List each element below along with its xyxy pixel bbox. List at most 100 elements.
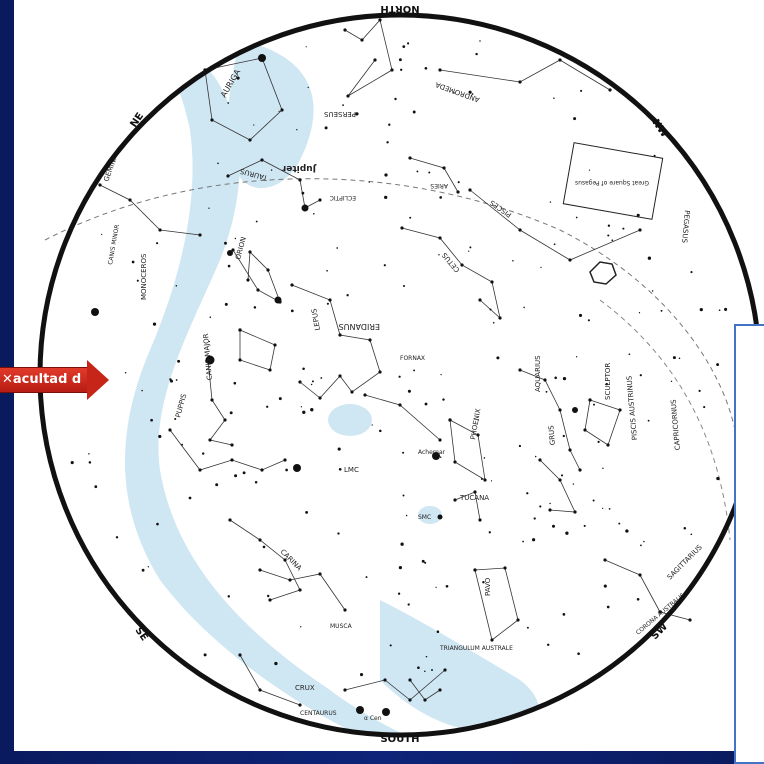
figure-star-22-3 (443, 668, 447, 672)
figure-star-22-2 (408, 698, 412, 702)
arrow-head-icon (87, 360, 110, 400)
star-166 (457, 181, 460, 184)
star-214 (156, 242, 159, 245)
star-83 (233, 381, 237, 385)
star-179 (488, 531, 491, 534)
star-27 (593, 403, 595, 406)
figure-star-21-3 (688, 618, 692, 622)
star-177 (522, 540, 524, 543)
star-160 (578, 313, 583, 317)
star-185 (124, 372, 127, 374)
star-75 (397, 592, 401, 595)
figure-star-6-1 (518, 228, 522, 232)
star-200 (150, 418, 153, 422)
star-47 (384, 173, 388, 177)
star-143 (215, 483, 219, 487)
constellation-figure-13 (169, 429, 286, 471)
bright-star-8 (356, 706, 364, 714)
star-15 (575, 216, 578, 219)
star-30 (605, 382, 608, 386)
star-97 (531, 538, 536, 542)
star-36 (227, 102, 230, 104)
star-54 (636, 597, 640, 601)
figure-star-14-1 (476, 433, 480, 437)
star-12 (209, 316, 212, 318)
figure-star-15-2 (558, 408, 562, 412)
figure-star-14-2 (483, 478, 487, 482)
figure-star-3-2 (298, 178, 302, 182)
bright-star-10 (572, 407, 578, 413)
star-155 (440, 373, 442, 376)
star-132 (453, 92, 455, 94)
bright-star-7 (227, 250, 233, 256)
star-18 (300, 406, 303, 408)
figure-star-11-3 (490, 280, 494, 284)
close-icon[interactable]: ✕ (2, 372, 13, 387)
figure-star-5-2 (456, 190, 460, 194)
star-121 (152, 322, 157, 326)
smc-label: SMC (418, 514, 431, 521)
constellation-figure-0 (204, 57, 283, 141)
achernar-label: Achernar (418, 449, 446, 456)
star-173 (398, 58, 402, 62)
star-90 (471, 93, 474, 95)
star-204 (539, 505, 542, 508)
star-40 (320, 377, 323, 379)
star-7 (716, 476, 720, 481)
figure-star-3-4 (318, 198, 322, 202)
star-188 (217, 162, 219, 165)
figure-star-24-0 (408, 678, 412, 682)
star-33 (278, 397, 282, 401)
star-131 (175, 379, 178, 381)
star-86 (534, 455, 537, 458)
star-191 (402, 45, 406, 48)
star-218 (640, 544, 642, 547)
star-193 (305, 46, 307, 48)
star-3 (242, 471, 246, 475)
figure-star-1-0 (343, 28, 347, 32)
star-62 (400, 68, 403, 71)
figure-star-0-1 (260, 56, 264, 60)
star-87 (355, 112, 359, 116)
star-28 (445, 584, 449, 588)
figure-star-5-0 (408, 156, 412, 160)
figure-star-6-2 (568, 258, 572, 262)
star-25 (724, 307, 728, 311)
figure-star-7-1 (256, 288, 260, 292)
bright-star-11 (437, 514, 443, 520)
bright-star-4 (293, 464, 301, 472)
figure-star-7-0 (231, 248, 235, 252)
star-162 (533, 517, 536, 520)
figure-star-23-0 (238, 653, 242, 657)
star-130 (88, 453, 90, 455)
figure-star-25-0 (453, 498, 457, 502)
star-184 (580, 89, 583, 92)
figure-star-2-3 (608, 88, 612, 92)
star-202 (606, 605, 610, 609)
star-163 (412, 110, 416, 114)
figure-star-8-1 (273, 343, 277, 347)
constellation-label-aquarius: AQUARIUS (534, 355, 542, 392)
constellation-label-carina: CARINA (279, 548, 304, 573)
star-45 (583, 524, 586, 527)
figure-star-12-2 (223, 418, 227, 422)
star-76 (371, 424, 373, 426)
star-133 (383, 264, 386, 267)
star-50 (477, 419, 480, 421)
star-48 (342, 104, 344, 106)
star-198 (438, 254, 440, 256)
star-74 (518, 444, 522, 448)
star-159 (131, 260, 135, 264)
star-16 (224, 241, 227, 245)
figure-star-12-4 (230, 443, 234, 447)
figure-star-21-2 (658, 610, 662, 614)
star-196 (439, 196, 443, 199)
slide-tag[interactable]: ✕acultad d (0, 360, 110, 400)
star-144 (546, 643, 550, 647)
star-183 (302, 367, 305, 370)
star-187 (310, 383, 313, 386)
circlet-pisces (589, 261, 617, 285)
star-190 (227, 595, 231, 598)
star-206 (416, 170, 419, 173)
star-57 (188, 496, 192, 500)
